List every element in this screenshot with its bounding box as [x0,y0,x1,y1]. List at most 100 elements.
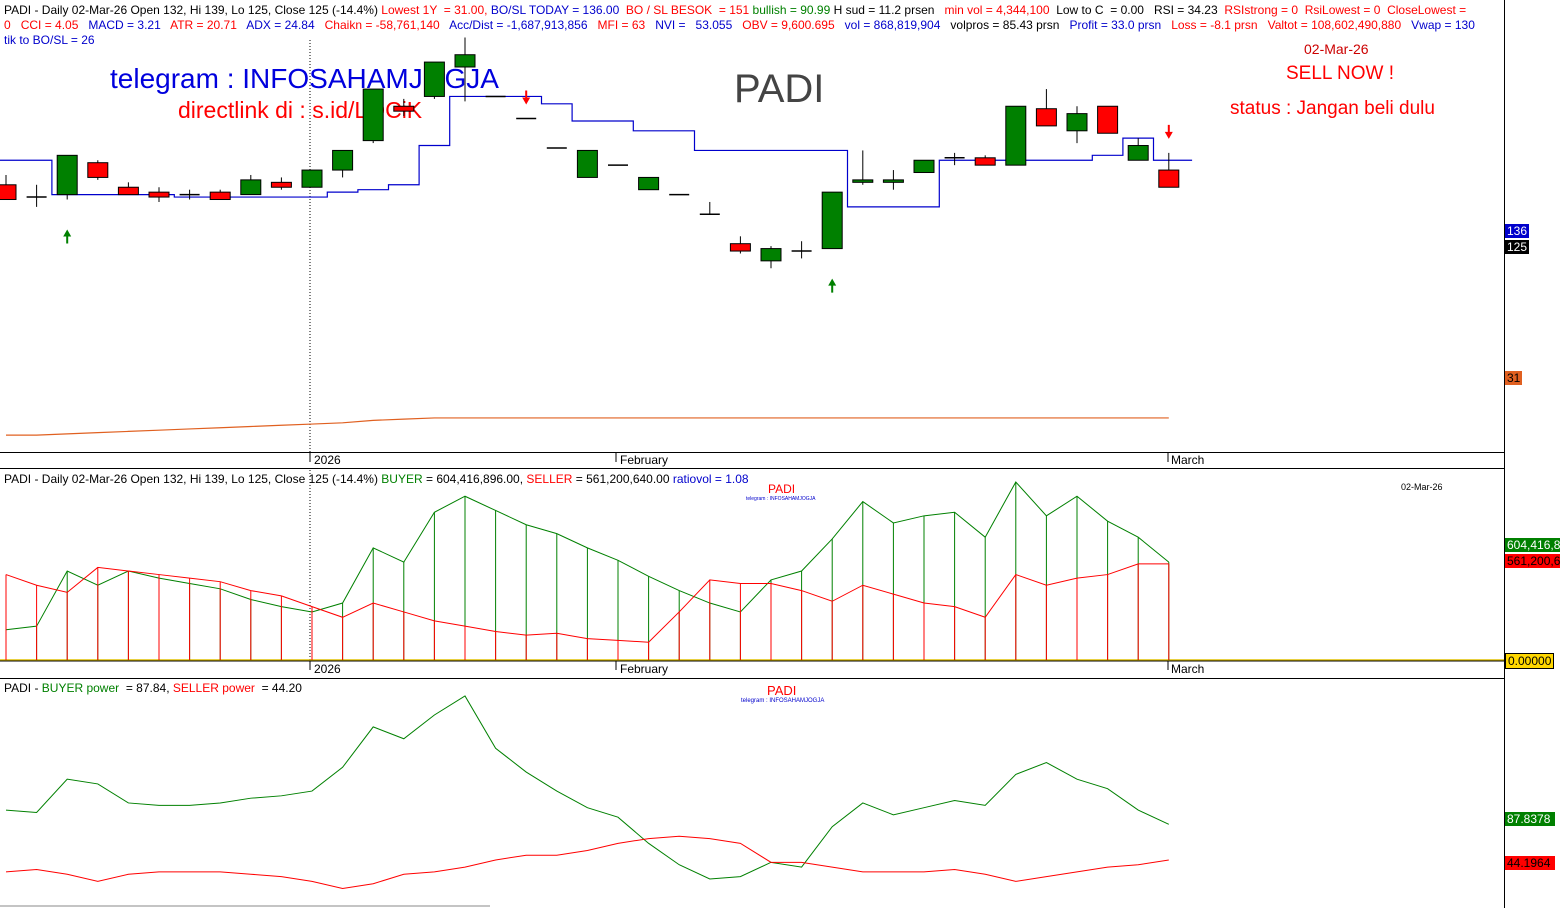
power-info-item-3: SELLER power [172,681,255,695]
bearish-candle [209,191,231,201]
bearish-candle [117,186,139,196]
lowest-price-tag: 31 [1505,371,1523,385]
bullish-candle [56,154,78,196]
power-chart [0,695,1170,907]
sell-arrow-icon [522,90,531,105]
buyer-volume-tag: 604,416,896 [1505,538,1560,552]
seller-power-tag: 44.1964 [1505,856,1555,870]
bearish-candle [87,162,109,178]
info2-item-15: Vwap = 130 [1411,18,1475,32]
signal-date: 02-Mar-26 [1304,41,1369,57]
bullish-candle [913,159,935,174]
info2-item-3: ATR = 20.71 [170,18,247,32]
volume-pane-date: 02-Mar-26 [1401,482,1443,492]
bullish-candle [760,248,782,262]
info2-item-7: MFI = 63 [597,18,656,32]
info2-item-10: vol = 868,819,904 [844,18,951,32]
axis-border [1504,0,1505,908]
bullish-candle [852,179,874,183]
x-label-2026: 2026 [314,453,341,467]
info2-item-6: Acc/Dist = -1,687,913,856 [449,18,598,32]
bullish-candle [454,54,476,68]
seller-volume-line [5,563,1169,643]
volume-info-item-1: BUYER [381,472,423,486]
buy-arrow-icon [828,278,837,293]
sell-arrow-icon [1164,124,1173,139]
bullish-candle [1005,105,1027,166]
info2-item-12: Profit = 33.0 prsn [1069,18,1172,32]
bullish-candle [240,179,262,196]
bullish-candle [332,149,354,171]
power-pane-subtitle: telegram : INFOSAHAMJOGJA [741,698,825,704]
volume-pane-title: PADI [768,482,796,496]
info1-item-0: PADI - Daily 02-Mar-26 Open 132, Hi 139,… [4,3,382,17]
info1-item-7: Low to C = 0.00 [1056,3,1154,17]
volume-info-item-3: SELLER [526,472,573,486]
bullish-candle [1066,113,1088,132]
lowest-1y-line [6,417,1169,436]
info1-item-6: min vol = 4,344,100 [944,3,1057,17]
info2-item-8: NVI = 53.055 [655,18,743,32]
info2-item-1: CCI = 4.05 [20,18,89,32]
bearish-candle [729,243,751,252]
status-text: status : Jangan beli dulu [1230,98,1435,119]
x-label-march: March [1171,453,1205,467]
info1-item-10: RsiLowest = 0 [1304,3,1388,17]
seller-power-line [5,835,1169,890]
bearish-candle [270,181,292,188]
x-label-february: February [620,662,669,676]
bearish-candle [974,157,996,166]
x-label-2026: 2026 [314,662,341,676]
info2-item-4: ADX = 24.84 [246,18,325,32]
bearish-candle [1097,105,1119,134]
bullish-candle [638,176,660,191]
volume-info-item-4: = 561,200,640.00 [572,472,673,486]
pane-divider [0,452,1504,453]
volume-info-item-2: = 604,416,896.00, [422,472,527,486]
bearish-candle [393,105,415,112]
bullish-candle [301,169,323,188]
pane-divider [0,468,1504,469]
seller-volume-tag: 561,200,640 [1505,554,1560,568]
volume-pane: PADI - Daily 02-Mar-26 Open 132, Hi 139,… [0,470,1560,678]
info1-item-1: Lowest 1Y = 31.00, [381,3,491,17]
info2-item-0: 0 [4,18,21,32]
info1-item-8: RSI = 34.23 [1153,3,1225,17]
bearish-candle [1035,108,1057,127]
bullish-candle [821,191,843,250]
bullish-candle [576,149,598,178]
ticker-title: PADI [734,67,825,111]
sell-now-signal: SELL NOW ! [1286,63,1395,84]
info1-item-9: RSIstrong = 0 [1224,3,1305,17]
info2-item-2: MACD = 3.21 [88,18,171,32]
buyer-volume-line [5,481,1170,631]
info2-item-13: Loss = -8.1 prsn [1171,18,1268,32]
volume-info-item-0: PADI - Daily 02-Mar-26 Open 132, Hi 139,… [4,472,382,486]
price-info-line-3: tik to BO/SL = 26 [4,33,95,48]
bullish-candle [882,179,904,183]
volume-pane-subtitle: telegram : INFOSAHAMJOGJA [746,496,816,502]
bullish-candle [362,88,384,142]
bo-sl-price-tag: 136 [1505,224,1530,238]
info1-item-3: BO / SL BESOK = 151 [625,3,753,17]
buyer-power-tag: 87.8378 [1505,812,1555,826]
x-label-march: March [1171,662,1205,676]
volume-chart [0,470,1504,670]
price-info-line-1: PADI - Daily 02-Mar-26 Open 132, Hi 139,… [4,3,1466,18]
info1-item-11: CloseLowest = [1387,3,1467,17]
info1-item-2: BO/SL TODAY = 136.00 [490,3,626,17]
info1-item-4: bullish = 90.99 [752,3,834,17]
close-price-tag: 125 [1505,240,1530,254]
price-info-line-2: 0 CCI = 4.05 MACD = 3.21 ATR = 20.71 ADX… [4,18,1475,33]
power-pane-title: PADI [767,683,797,698]
buyer-power-line [5,695,1170,880]
info2-item-11: volpros = 85.43 prsn [950,18,1070,32]
zero-tag: 0.00000 [1505,653,1555,669]
buy-arrow-icon [63,229,72,244]
x-label-february: February [620,453,669,467]
bearish-candle [0,184,17,201]
bullish-candle [423,61,445,97]
info2-item-5: Chaikn = -58,761,140 [324,18,450,32]
bullish-candle [1127,145,1149,161]
power-pane: PADI - BUYER power = 87.84, SELLER power… [0,680,1560,908]
